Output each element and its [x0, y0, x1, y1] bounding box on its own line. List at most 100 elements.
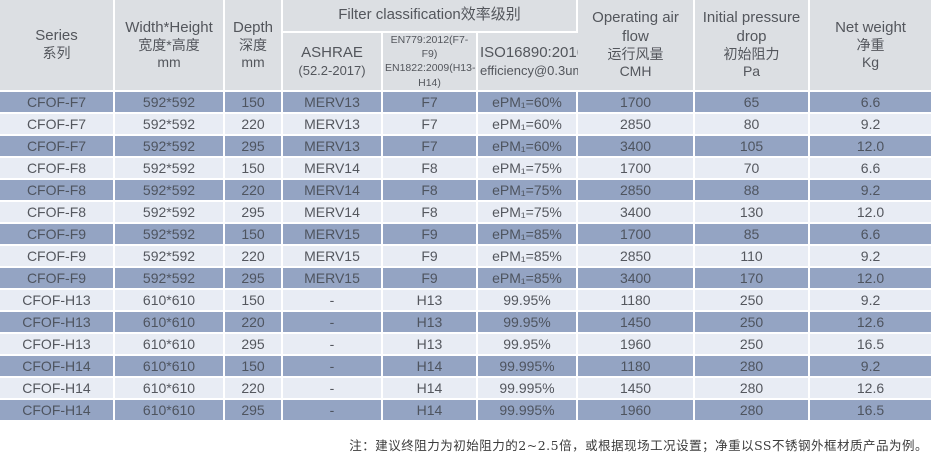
table-row: CFOF-F7 592*592 295 MERV13 F7 ePM₁=60% 3… [0, 135, 931, 158]
cell-ashrae: MERV14 [283, 157, 383, 180]
cell-pressure-drop: 280 [695, 377, 811, 400]
cell-width-height: 592*592 [115, 201, 225, 224]
cell-air-flow: 3400 [578, 135, 696, 158]
col-header-pressure-drop-zh: 初始阻力 [723, 46, 780, 63]
cell-en-class: F8 [383, 179, 478, 202]
cell-series: CFOF-F9 [0, 245, 115, 268]
table-row: CFOF-H14 610*610 150 - H14 99.995% 1180 … [0, 355, 931, 378]
col-header-ashrae-l2: (52.2-2017) [298, 62, 366, 78]
cell-net-weight: 6.6 [810, 223, 931, 246]
cell-ashrae: MERV13 [283, 91, 383, 114]
cell-iso-efficiency: ePM₁=85% [478, 267, 579, 290]
cell-en-class: H13 [383, 311, 478, 334]
col-header-iso-l1: ISO16890:2016 [480, 44, 579, 62]
col-header-pressure-drop-en: Initial pressure drop [702, 9, 801, 45]
cell-ashrae: MERV15 [283, 245, 383, 268]
cell-iso-efficiency: 99.95% [478, 289, 579, 312]
cell-series: CFOF-F9 [0, 267, 115, 290]
cell-ashrae: - [283, 311, 383, 334]
cell-width-height: 610*610 [115, 377, 225, 400]
cell-net-weight: 12.6 [810, 311, 931, 334]
cell-net-weight: 6.6 [810, 157, 931, 180]
cell-series: CFOF-H13 [0, 311, 115, 334]
table-row: CFOF-F8 592*592 150 MERV14 F8 ePM₁=75% 1… [0, 157, 931, 180]
col-header-air-flow: Operating air flow 运行风量 CMH [578, 0, 696, 92]
col-header-net-weight: Net weight 净重 Kg [810, 0, 931, 92]
cell-depth: 295 [225, 201, 283, 224]
cell-ashrae: MERV13 [283, 113, 383, 136]
cell-iso-efficiency: ePM₁=60% [478, 113, 579, 136]
cell-pressure-drop: 88 [695, 179, 811, 202]
cell-ashrae: - [283, 289, 383, 312]
cell-net-weight: 6.6 [810, 91, 931, 114]
cell-depth: 220 [225, 377, 283, 400]
cell-air-flow: 1700 [578, 157, 696, 180]
cell-en-class: F7 [383, 135, 478, 158]
col-header-depth: Depth 深度 mm [225, 0, 283, 92]
cell-net-weight: 12.0 [810, 267, 931, 290]
col-header-en-standards: EN779:2012(F7-F9) EN1822:2009(H13-H14) [383, 33, 478, 92]
cell-width-height: 592*592 [115, 91, 225, 114]
cell-depth: 220 [225, 245, 283, 268]
cell-series: CFOF-H13 [0, 289, 115, 312]
cell-en-class: F9 [383, 267, 478, 290]
col-header-air-flow-unit: CMH [619, 63, 652, 80]
cell-air-flow: 1700 [578, 91, 696, 114]
table-row: CFOF-H14 610*610 295 - H14 99.995% 1960 … [0, 399, 931, 422]
cell-series: CFOF-F9 [0, 223, 115, 246]
cell-en-class: F9 [383, 223, 478, 246]
cell-depth: 220 [225, 311, 283, 334]
col-header-width-height-unit: mm [157, 53, 181, 70]
table-row: CFOF-F7 592*592 150 MERV13 F7 ePM₁=60% 1… [0, 91, 931, 114]
cell-air-flow: 2850 [578, 113, 696, 136]
cell-en-class: H14 [383, 355, 478, 378]
cell-ashrae: - [283, 399, 383, 422]
cell-series: CFOF-F8 [0, 201, 115, 224]
cell-pressure-drop: 130 [695, 201, 811, 224]
col-header-depth-unit: mm [241, 53, 265, 70]
cell-width-height: 592*592 [115, 157, 225, 180]
table-row: CFOF-H13 610*610 150 - H13 99.95% 1180 2… [0, 289, 931, 312]
col-header-depth-zh: 深度 [239, 36, 267, 53]
col-header-series: Series 系列 [0, 0, 115, 92]
cell-en-class: F8 [383, 201, 478, 224]
cell-net-weight: 9.2 [810, 245, 931, 268]
cell-air-flow: 1960 [578, 399, 696, 422]
cell-pressure-drop: 110 [695, 245, 811, 268]
cell-pressure-drop: 250 [695, 311, 811, 334]
cell-iso-efficiency: 99.995% [478, 355, 579, 378]
cell-iso-efficiency: 99.95% [478, 311, 579, 334]
cell-pressure-drop: 250 [695, 289, 811, 312]
table-row: CFOF-F7 592*592 220 MERV13 F7 ePM₁=60% 2… [0, 113, 931, 136]
cell-air-flow: 1180 [578, 355, 696, 378]
cell-width-height: 592*592 [115, 113, 225, 136]
cell-ashrae: - [283, 355, 383, 378]
cell-en-class: F8 [383, 157, 478, 180]
cell-en-class: F7 [383, 91, 478, 114]
cell-width-height: 610*610 [115, 399, 225, 422]
col-header-series-en: Series [35, 27, 78, 45]
cell-net-weight: 9.2 [810, 113, 931, 136]
cell-pressure-drop: 105 [695, 135, 811, 158]
cell-pressure-drop: 170 [695, 267, 811, 290]
cell-iso-efficiency: 99.995% [478, 399, 579, 422]
cell-air-flow: 1180 [578, 289, 696, 312]
col-header-en-standards-l2: EN1822:2009(H13-H14) [385, 62, 476, 89]
col-header-net-weight-zh: 净重 [856, 36, 885, 53]
cell-iso-efficiency: 99.995% [478, 377, 579, 400]
filter-spec-table: Series 系列 Width*Height 宽度*高度 mm Depth 深度… [0, 0, 931, 422]
cell-air-flow: 2850 [578, 179, 696, 202]
cell-en-class: F9 [383, 245, 478, 268]
cell-iso-efficiency: ePM₁=85% [478, 223, 579, 246]
cell-net-weight: 12.0 [810, 135, 931, 158]
cell-depth: 150 [225, 91, 283, 114]
cell-ashrae: MERV13 [283, 135, 383, 158]
cell-en-class: H13 [383, 289, 478, 312]
cell-depth: 150 [225, 289, 283, 312]
cell-iso-efficiency: ePM₁=75% [478, 179, 579, 202]
col-header-air-flow-en: Operating air flow [592, 9, 679, 45]
table-row: CFOF-F8 592*592 220 MERV14 F8 ePM₁=75% 2… [0, 179, 931, 202]
cell-series: CFOF-F7 [0, 91, 115, 114]
cell-air-flow: 1960 [578, 333, 696, 356]
cell-series: CFOF-H14 [0, 355, 115, 378]
